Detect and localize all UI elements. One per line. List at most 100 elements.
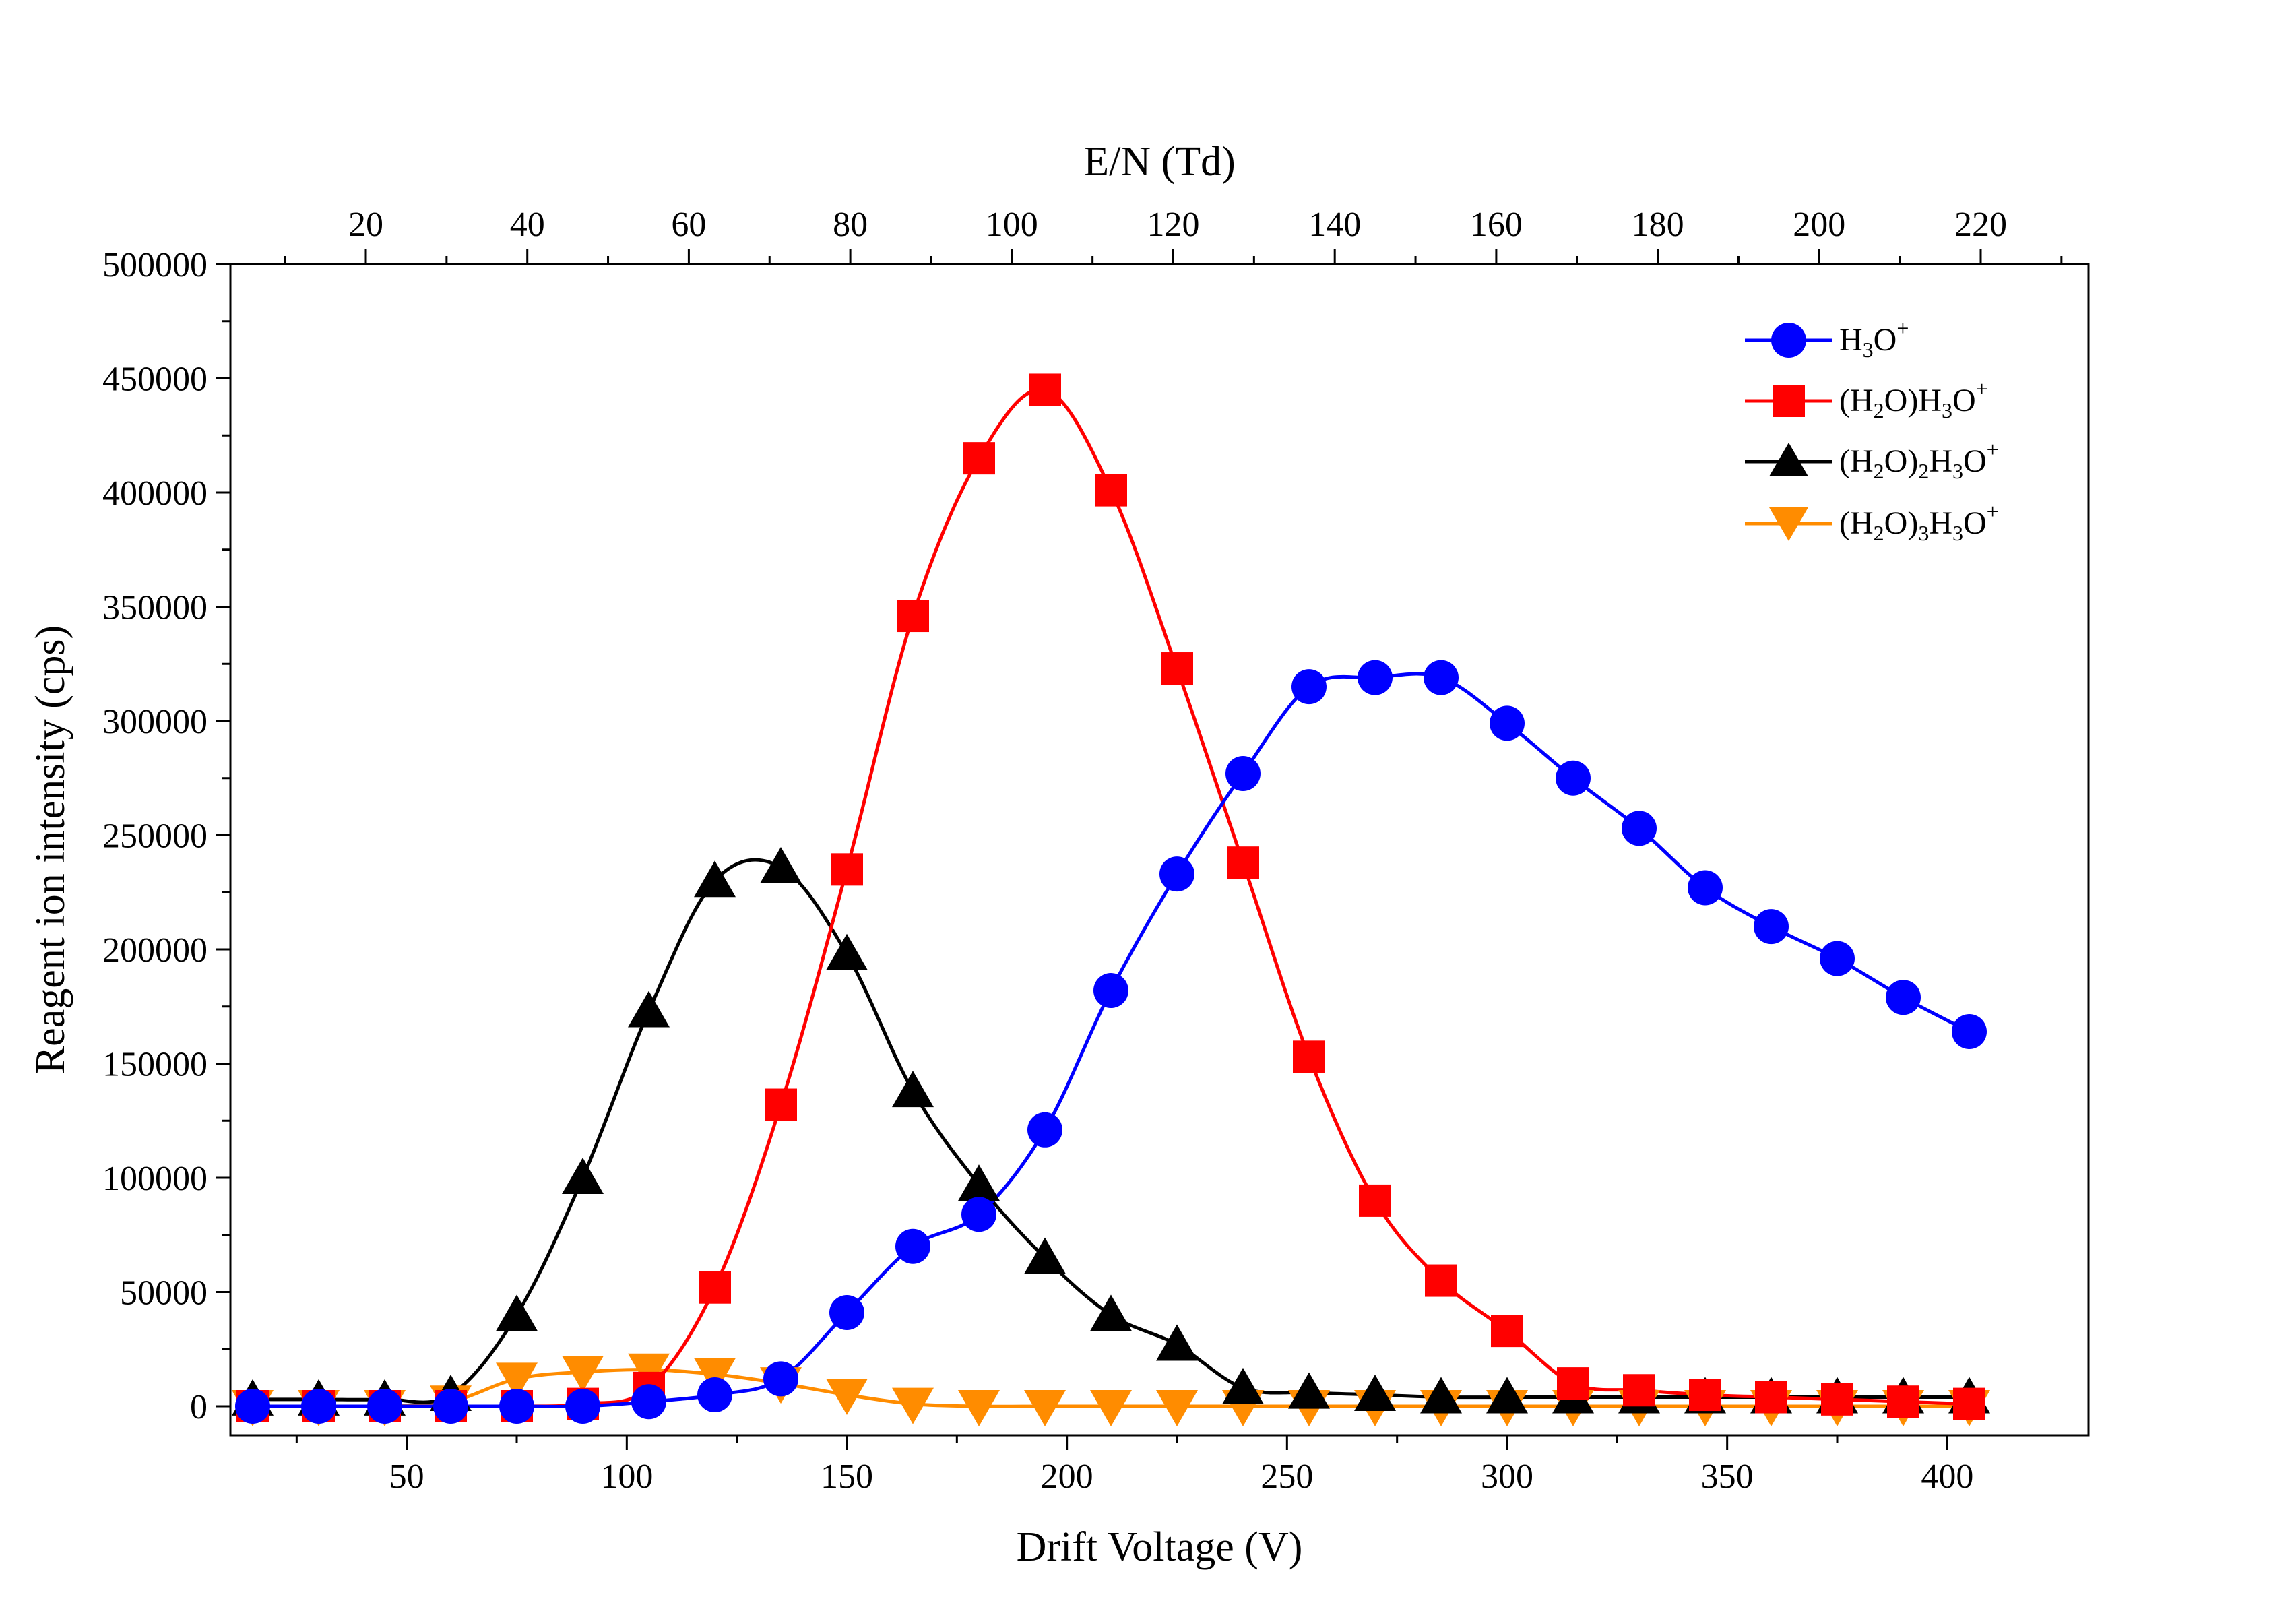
data-point-0-17: [1358, 660, 1393, 695]
data-point-1-20: [1557, 1367, 1589, 1400]
legend-entry-h2o2-h3o: (H2O)2H3O+: [1745, 437, 1999, 483]
data-point-2-12: [1024, 1237, 1066, 1274]
data-point-1-13: [1095, 474, 1127, 507]
x-tick-label: 300: [1481, 1457, 1533, 1496]
legend-marker-circle: [1771, 323, 1806, 358]
x-axis-title: Drift Voltage (V): [1017, 1524, 1303, 1570]
x-tick-label: 50: [389, 1457, 424, 1496]
x-axis: 50 100 150 200 250 300 350 400: [295, 1435, 1973, 1496]
legend-entry-h2o3-h3o: (H2O)3H3O+: [1745, 499, 1999, 545]
data-point-0-19: [1490, 705, 1525, 741]
x-tick-label: 100: [600, 1457, 653, 1496]
data-point-0-22: [1688, 870, 1723, 906]
data-point-2-10: [892, 1071, 934, 1108]
data-point-0-3: [433, 1389, 468, 1424]
data-point-2-14: [1156, 1324, 1198, 1361]
top-tick-label: 80: [833, 206, 868, 244]
y-tick-label: 50000: [120, 1274, 208, 1313]
data-point-0-4: [499, 1389, 534, 1424]
data-point-0-18: [1424, 660, 1459, 695]
data-point-2-17: [1354, 1375, 1396, 1412]
data-point-0-13: [1093, 973, 1128, 1009]
legend-label-h2o-h3o: (H2O)H3O+: [1839, 377, 1988, 422]
data-point-1-17: [1359, 1184, 1391, 1217]
data-point-1-18: [1425, 1264, 1457, 1297]
top-tick-label: 160: [1470, 206, 1523, 244]
y-axis: 0 50000 100000 150000 200000 250000 300000 3500…: [102, 246, 230, 1426]
data-point-1-7: [699, 1271, 731, 1304]
top-tick-label: 200: [1793, 206, 1845, 244]
legend-label-h2o3-h3o: (H2O)3H3O+: [1839, 499, 1999, 545]
data-point-3-14: [1156, 1390, 1198, 1426]
top-axis: 20 40 60 80 100 120 140 160 180 200 220: [284, 206, 2063, 264]
data-point-2-16: [1288, 1372, 1330, 1409]
legend-marker-triangle-up: [1769, 443, 1808, 476]
x-tick-label: 200: [1041, 1457, 1093, 1496]
data-point-0-6: [631, 1384, 666, 1420]
top-tick-label: 100: [986, 206, 1038, 244]
legend-entry-h2o-h3o: (H2O)H3O+: [1745, 377, 1988, 422]
data-point-3-5: [562, 1356, 604, 1393]
y-tick-label: 300000: [102, 703, 208, 741]
data-point-0-12: [1027, 1112, 1062, 1148]
data-point-0-16: [1292, 669, 1327, 705]
data-point-0-8: [763, 1361, 798, 1397]
y-tick-label: 250000: [102, 817, 208, 856]
data-point-0-15: [1225, 755, 1261, 791]
data-point-2-7: [694, 860, 736, 898]
data-point-1-8: [765, 1088, 797, 1121]
data-point-1-26: [1953, 1387, 1985, 1420]
x-tick-label: 250: [1261, 1457, 1313, 1496]
top-tick-label: 180: [1632, 206, 1684, 244]
y-tick-label: 450000: [102, 360, 208, 399]
data-point-1-21: [1623, 1374, 1655, 1407]
data-point-1-19: [1491, 1315, 1523, 1348]
data-point-2-15: [1222, 1367, 1264, 1404]
data-point-3-6: [628, 1353, 670, 1390]
data-point-3-4: [496, 1362, 538, 1400]
data-point-0-21: [1622, 811, 1657, 846]
y-tick-label: 350000: [102, 589, 208, 627]
plot-frame: [229, 263, 2090, 1437]
top-tick-label: 140: [1308, 206, 1361, 244]
legend-label-h2o2-h3o: (H2O)2H3O+: [1839, 437, 1999, 483]
data-point-1-9: [831, 853, 863, 886]
data-point-1-14: [1161, 652, 1193, 685]
data-point-2-5: [562, 1158, 604, 1194]
y-tick-label: 150000: [102, 1046, 208, 1084]
top-axis-title: E/N (Td): [1083, 139, 1236, 185]
data-point-1-24: [1821, 1383, 1853, 1416]
data-point-0-11: [961, 1197, 996, 1232]
data-point-0-5: [565, 1389, 600, 1424]
data-point-3-13: [1090, 1390, 1132, 1426]
data-point-2-13: [1090, 1294, 1132, 1331]
y-tick-label: 500000: [102, 246, 208, 284]
top-tick-label: 60: [671, 206, 706, 244]
data-point-2-11: [958, 1164, 1000, 1201]
series-line-1: [253, 387, 1970, 1408]
data-point-1-11: [963, 442, 995, 475]
data-point-1-15: [1227, 846, 1259, 879]
data-point-0-23: [1754, 909, 1789, 945]
data-point-2-8: [760, 846, 802, 883]
data-point-2-18: [1420, 1377, 1462, 1414]
data-point-1-12: [1029, 373, 1061, 406]
data-point-2-6: [628, 991, 670, 1028]
data-point-0-26: [1952, 1014, 1987, 1050]
legend-marker-square: [1773, 385, 1805, 417]
top-tick-label: 120: [1147, 206, 1200, 244]
data-point-3-9: [826, 1379, 868, 1416]
data-point-3-7: [694, 1358, 736, 1395]
data-point-1-23: [1755, 1381, 1787, 1414]
x-tick-label: 400: [1921, 1457, 1973, 1496]
y-tick-label: 0: [190, 1388, 208, 1426]
data-point-1-10: [897, 600, 929, 633]
legend: H3O+ (H2O)H3O+ (H2O)2H3O+ (H2O)3H3O+: [1745, 316, 1999, 545]
data-point-1-22: [1689, 1379, 1721, 1412]
data-point-0-1: [301, 1389, 336, 1424]
y-axis-title: Reagent ion intensity (cps): [28, 625, 73, 1074]
data-point-0-20: [1556, 760, 1591, 796]
data-point-2-19: [1486, 1377, 1528, 1414]
data-point-2-9: [826, 933, 868, 970]
